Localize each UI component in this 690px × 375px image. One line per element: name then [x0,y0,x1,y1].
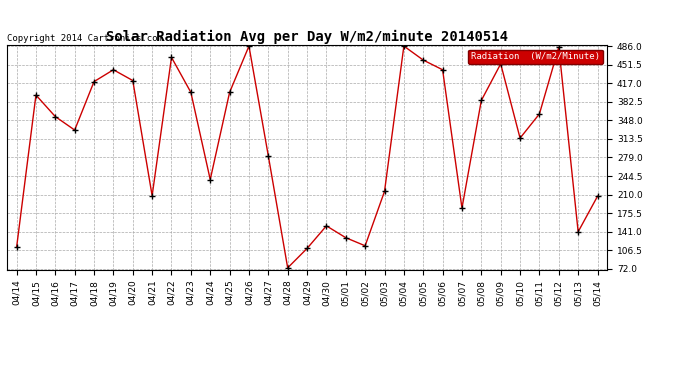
Legend: Radiation  (W/m2/Minute): Radiation (W/m2/Minute) [469,50,602,64]
Title: Solar Radiation Avg per Day W/m2/minute 20140514: Solar Radiation Avg per Day W/m2/minute … [106,30,508,44]
Text: Copyright 2014 Cartronics.com: Copyright 2014 Cartronics.com [7,34,163,43]
